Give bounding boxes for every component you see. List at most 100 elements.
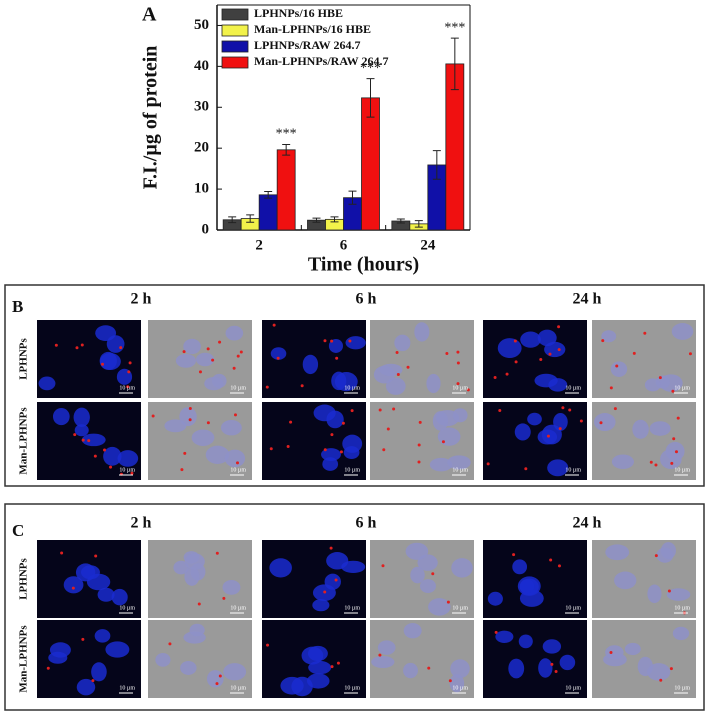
nucleus	[195, 352, 215, 367]
nucleus	[189, 623, 205, 637]
nucleus	[452, 408, 468, 423]
particle	[427, 666, 431, 670]
column-label: 2 h	[131, 515, 152, 532]
particle	[418, 420, 422, 424]
particle	[550, 662, 554, 666]
scale-bar-label: 10 µm	[565, 467, 581, 473]
nucleus	[103, 446, 122, 466]
particle	[539, 357, 543, 361]
nucleus	[334, 372, 358, 392]
bar	[276, 149, 296, 231]
nucleus	[179, 407, 197, 427]
particle	[441, 440, 445, 444]
nucleus	[542, 639, 562, 654]
nucleus	[520, 331, 541, 348]
column-label: 24 h	[573, 515, 602, 532]
nucleus	[385, 377, 406, 395]
particle	[197, 602, 201, 606]
particle	[119, 346, 123, 350]
particle	[276, 356, 280, 360]
error-bar	[414, 220, 423, 228]
particle	[128, 361, 132, 365]
y-tick-label: 0	[202, 221, 210, 237]
nucleus	[512, 559, 528, 575]
nucleus	[508, 658, 525, 679]
particle	[46, 666, 50, 670]
particle	[339, 450, 343, 454]
nucleus	[321, 448, 341, 461]
scale-bar-label: 10 µm	[119, 385, 135, 391]
error-bar	[450, 37, 459, 91]
nucleus	[155, 653, 171, 667]
nucleus	[656, 547, 674, 563]
nucleus	[649, 421, 671, 436]
particle	[456, 382, 460, 386]
particle	[75, 346, 79, 350]
nucleus	[76, 678, 96, 696]
particle	[671, 389, 675, 393]
legend-label: Man-LPHNPs/RAW 264.7	[254, 54, 388, 68]
nucleus	[322, 457, 339, 471]
nucleus	[180, 660, 197, 675]
particle	[632, 351, 636, 355]
particle	[643, 331, 647, 335]
nucleus	[324, 573, 341, 590]
error-bar	[246, 214, 255, 223]
particle	[222, 596, 226, 600]
particle	[183, 451, 187, 455]
particle	[206, 347, 210, 351]
particle	[323, 590, 327, 594]
nucleus	[326, 410, 344, 429]
particle	[505, 372, 509, 376]
particle	[557, 564, 561, 568]
nucleus	[94, 629, 111, 643]
nucleus	[280, 676, 304, 695]
nucleus	[605, 544, 630, 561]
nucleus	[632, 419, 649, 439]
particle	[101, 362, 105, 366]
particle	[486, 462, 490, 466]
nucleus	[220, 419, 242, 436]
nucleus	[495, 630, 514, 643]
particle	[494, 630, 498, 634]
particle	[168, 642, 172, 646]
nucleus	[312, 599, 330, 612]
particle	[60, 551, 64, 555]
particle	[406, 365, 410, 369]
x-tick-label: 6	[340, 237, 348, 253]
nucleus	[451, 558, 473, 578]
particle	[615, 364, 619, 368]
significance-label: ***	[444, 20, 465, 35]
nucleus	[605, 645, 624, 660]
particle	[395, 351, 399, 355]
particle	[378, 408, 382, 412]
particle	[232, 366, 236, 370]
particle	[188, 406, 192, 410]
particle	[649, 460, 653, 464]
scale-bar-label: 10 µm	[119, 605, 135, 611]
particle	[103, 448, 107, 452]
nucleus	[301, 646, 324, 665]
particle	[514, 360, 518, 364]
scale-bar-label: 10 µm	[230, 467, 246, 473]
particle	[330, 665, 334, 669]
particle	[568, 408, 572, 412]
scale-bar-label: 10 µm	[674, 385, 690, 391]
particle	[109, 465, 113, 469]
particle	[386, 427, 390, 431]
legend-swatch	[221, 8, 249, 21]
particle	[211, 358, 215, 362]
scale-bar-label: 10 µm	[344, 467, 360, 473]
particle	[323, 339, 327, 343]
y-tick-label: 50	[194, 17, 209, 33]
particle	[323, 448, 327, 452]
nucleus	[377, 640, 396, 655]
particle	[341, 421, 345, 425]
y-tick-label: 40	[194, 58, 209, 74]
particle	[557, 348, 561, 352]
nucleus	[405, 542, 429, 560]
particle	[81, 438, 85, 442]
nucleus	[672, 626, 690, 641]
scale-bar-label: 10 µm	[674, 605, 690, 611]
